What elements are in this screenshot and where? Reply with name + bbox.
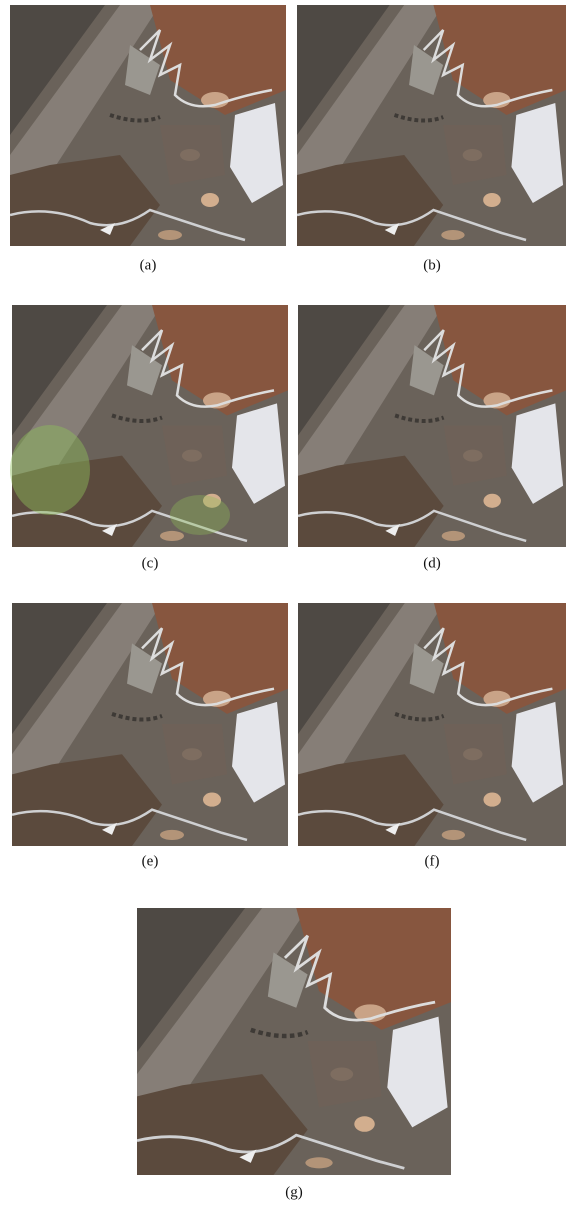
panel-image [137, 908, 451, 1175]
figure: (a) (b) (c) (d) (e) (f) (g) [0, 0, 572, 1205]
panel-image [12, 603, 288, 846]
panel-image [298, 305, 566, 547]
panel-image [297, 5, 566, 246]
panel-image [10, 5, 286, 246]
panel-caption: (f) [425, 853, 440, 869]
panel-caption: (c) [142, 555, 159, 571]
panel-caption: (a) [140, 257, 157, 273]
panel-caption: (b) [423, 257, 441, 273]
panel-caption: (g) [285, 1184, 303, 1200]
page: (a) (b) (c) (d) (e) (f) (g) (() => { con… [0, 0, 572, 1205]
panel-caption: (d) [423, 555, 441, 571]
panel-image [298, 603, 566, 846]
panel-caption: (e) [142, 853, 159, 869]
